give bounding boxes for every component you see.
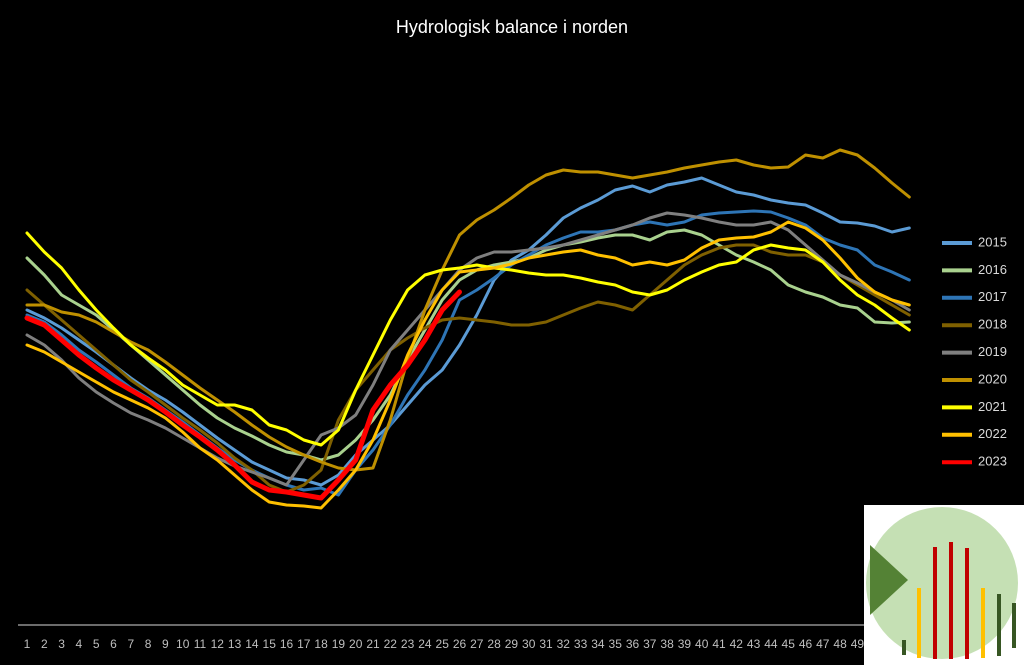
x-tick-label: 7 bbox=[127, 637, 134, 651]
legend-label: 2015 bbox=[978, 234, 1007, 249]
x-tick-label: 37 bbox=[643, 637, 657, 651]
x-tick-label: 41 bbox=[712, 637, 726, 651]
legend-label: 2023 bbox=[978, 454, 1007, 469]
x-tick-label: 17 bbox=[297, 637, 311, 651]
series-line bbox=[25, 228, 911, 462]
legend-label: 2016 bbox=[978, 262, 1007, 277]
logo bbox=[864, 505, 1024, 665]
x-tick-label: 10 bbox=[176, 637, 190, 651]
x-tick-label: 46 bbox=[799, 637, 813, 651]
x-tick-label: 23 bbox=[401, 637, 415, 651]
x-tick-label: 1 bbox=[24, 637, 31, 651]
x-tick-label: 16 bbox=[280, 637, 294, 651]
x-tick-label: 19 bbox=[332, 637, 346, 651]
series-line bbox=[25, 211, 911, 487]
legend-label: 2020 bbox=[978, 371, 1007, 386]
series-line bbox=[25, 148, 911, 472]
x-tick-label: 30 bbox=[522, 637, 536, 651]
x-tick-label: 13 bbox=[228, 637, 242, 651]
x-tick-label: 35 bbox=[609, 637, 623, 651]
x-tick-label: 21 bbox=[366, 637, 380, 651]
x-tick-label: 44 bbox=[764, 637, 778, 651]
x-tick-label: 39 bbox=[678, 637, 692, 651]
x-tick-label: 25 bbox=[436, 637, 450, 651]
x-tick-label: 8 bbox=[145, 637, 152, 651]
x-tick-label: 45 bbox=[782, 637, 796, 651]
series-line bbox=[24, 289, 462, 501]
x-tick-label: 38 bbox=[660, 637, 674, 651]
x-tick-label: 2 bbox=[41, 637, 48, 651]
x-tick-label: 34 bbox=[591, 637, 605, 651]
legend-label: 2018 bbox=[978, 317, 1007, 332]
x-tick-label: 29 bbox=[505, 637, 519, 651]
series-line bbox=[25, 231, 911, 447]
legend-label: 2019 bbox=[978, 344, 1007, 359]
x-tick-label: 47 bbox=[816, 637, 830, 651]
x-tick-label: 9 bbox=[162, 637, 169, 651]
legend-label: 2017 bbox=[978, 289, 1007, 304]
legend-label: 2021 bbox=[978, 399, 1007, 414]
x-tick-label: 26 bbox=[453, 637, 467, 651]
series-line bbox=[25, 220, 911, 510]
x-tick-label: 24 bbox=[418, 637, 432, 651]
x-tick-label: 43 bbox=[747, 637, 761, 651]
x-tick-label: 20 bbox=[349, 637, 363, 651]
x-tick-label: 33 bbox=[574, 637, 588, 651]
x-tick-label: 6 bbox=[110, 637, 117, 651]
chart-title: Hydrologisk balance i norden bbox=[396, 17, 628, 37]
x-tick-label: 22 bbox=[384, 637, 398, 651]
series-line bbox=[25, 176, 911, 487]
legend-label: 2022 bbox=[978, 426, 1007, 441]
x-tick-label: 36 bbox=[626, 637, 640, 651]
x-tick-label: 27 bbox=[470, 637, 484, 651]
x-tick-label: 40 bbox=[695, 637, 709, 651]
x-tick-label: 31 bbox=[539, 637, 553, 651]
x-tick-label: 5 bbox=[93, 637, 100, 651]
x-tick-label: 42 bbox=[730, 637, 744, 651]
x-tick-label: 49 bbox=[851, 637, 865, 651]
x-tick-label: 11 bbox=[194, 637, 207, 651]
x-tick-label: 15 bbox=[263, 637, 277, 651]
x-tick-label: 48 bbox=[833, 637, 847, 651]
x-tick-label: 28 bbox=[487, 637, 501, 651]
x-tick-label: 14 bbox=[245, 637, 259, 651]
x-tick-label: 12 bbox=[211, 637, 225, 651]
x-tick-label: 4 bbox=[76, 637, 83, 651]
x-tick-label: 32 bbox=[557, 637, 571, 651]
x-tick-label: 3 bbox=[58, 637, 65, 651]
x-tick-label: 18 bbox=[314, 637, 328, 651]
